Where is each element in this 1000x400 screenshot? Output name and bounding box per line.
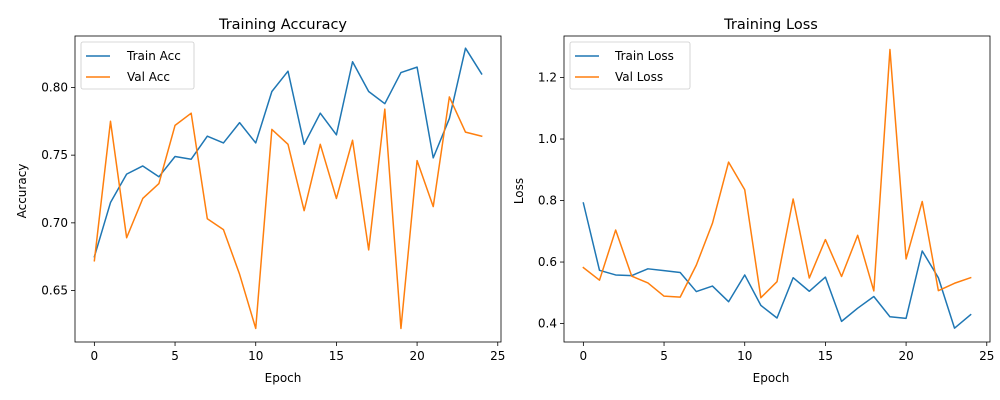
y-tick-label: 0.8	[538, 194, 557, 208]
legend: Train Acc Val Acc	[80, 41, 195, 90]
series-line-val-acc	[93, 96, 483, 330]
x-tick-label: 25	[979, 349, 994, 363]
plot-area	[563, 35, 991, 343]
chart-title: Training Accuracy	[218, 17, 347, 33]
x-tick-label: 10	[248, 349, 263, 363]
legend-label-train-loss: Train Loss	[614, 49, 674, 63]
series-lines	[93, 47, 483, 330]
legend: Train Loss Val Loss	[569, 41, 691, 90]
legend-label-train-acc: Train Acc	[126, 49, 181, 63]
y-axis-label: Accuracy	[15, 164, 29, 219]
y-tick-label: 0.80	[41, 80, 68, 94]
x-axis-label: Epoch	[753, 371, 790, 385]
series-lines	[582, 48, 972, 329]
chart-title: Training Loss	[723, 17, 818, 33]
x-tick-label: 5	[660, 349, 668, 363]
legend-label-val-acc: Val Acc	[127, 70, 170, 84]
series-line-train-acc	[93, 47, 483, 258]
x-tick-label: 15	[329, 349, 344, 363]
y-tick-label: 0.75	[41, 148, 68, 162]
plot-area	[74, 35, 502, 343]
x-tick-label: 0	[580, 349, 588, 363]
y-tick-label: 1.0	[538, 132, 557, 146]
x-tick-label: 25	[490, 349, 505, 363]
y-tick-label: 0.4	[538, 317, 557, 331]
y-tick-label: 0.70	[41, 216, 68, 230]
y-tick-label: 0.6	[538, 255, 557, 269]
axis-ticks: 0 5 10 15 20 25 0.65 0.70 0.75 0.80	[41, 80, 505, 363]
axis-ticks: 0 5 10 15 20 25 0.4 0.6 0.8 1.0 1.2	[538, 71, 995, 363]
y-tick-label: 1.2	[538, 71, 557, 85]
x-tick-label: 10	[737, 349, 752, 363]
x-tick-label: 0	[91, 349, 99, 363]
x-axis-label: Epoch	[265, 371, 302, 385]
accuracy-chart: Training Accuracy Epoch Accuracy 0 5 10 15 2…	[15, 17, 505, 385]
x-tick-label: 20	[898, 349, 913, 363]
y-tick-label: 0.65	[41, 284, 68, 298]
legend-box	[569, 41, 691, 90]
x-tick-label: 5	[171, 349, 179, 363]
x-tick-label: 20	[409, 349, 424, 363]
y-axis-label: Loss	[512, 178, 526, 204]
series-line-train-loss	[582, 202, 972, 329]
loss-chart: Training Loss Epoch Loss 0 5 10 15 20 25 0.4 0.…	[512, 17, 994, 385]
x-tick-label: 15	[818, 349, 833, 363]
series-line-val-loss	[582, 48, 972, 299]
legend-label-val-loss: Val Loss	[615, 70, 663, 84]
